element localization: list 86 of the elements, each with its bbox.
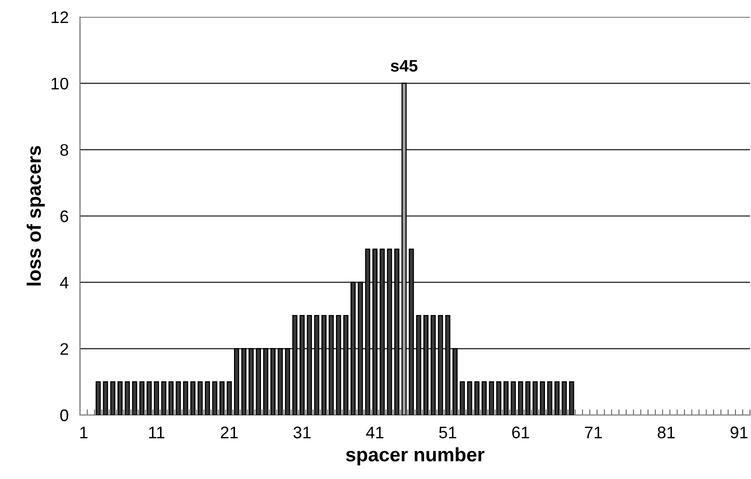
- x-tick-label: 51: [439, 426, 456, 438]
- bar: [241, 348, 246, 415]
- bar: [394, 248, 400, 415]
- bar: [532, 381, 538, 415]
- bar: [168, 381, 174, 415]
- x-tick-label: 41: [366, 426, 384, 438]
- bar: [314, 314, 320, 415]
- bar: [306, 314, 312, 415]
- bar: [503, 381, 509, 415]
- bar: [445, 314, 450, 415]
- y-tick-label: 4: [60, 276, 68, 288]
- bar: [219, 381, 225, 415]
- bar: [154, 381, 160, 415]
- bar: [365, 248, 370, 415]
- x-tick-label: 11: [149, 426, 164, 438]
- bar: [270, 348, 276, 415]
- bar: [416, 314, 422, 415]
- bar: [386, 248, 392, 415]
- bar: [263, 348, 268, 415]
- annotation: s45: [390, 60, 418, 72]
- x-axis-title: spacer number: [346, 447, 484, 466]
- bar: [139, 381, 144, 415]
- bar: [510, 381, 516, 415]
- bar: [430, 314, 436, 415]
- bar: [96, 381, 101, 415]
- bar: [110, 381, 116, 415]
- bar: [408, 248, 414, 415]
- bar: [488, 381, 494, 415]
- bar: [161, 381, 166, 415]
- bar: [460, 381, 465, 415]
- bar: [452, 348, 458, 415]
- bar: [256, 348, 261, 415]
- bar: [328, 314, 334, 415]
- bar: [183, 381, 188, 415]
- y-tick-label: 2: [60, 343, 68, 355]
- bar: [554, 381, 560, 415]
- bar: [482, 381, 487, 415]
- bar: [343, 314, 348, 415]
- bar: [474, 381, 480, 415]
- y-tick-label: 8: [60, 144, 68, 156]
- bar: [540, 381, 546, 415]
- y-tick-label: 12: [52, 11, 68, 24]
- x-tick-label: 91: [730, 426, 748, 438]
- bar: [132, 381, 138, 415]
- y-axis-title: loss of spacers: [26, 146, 45, 286]
- x-tick-label: 1: [80, 426, 88, 438]
- bar: [284, 348, 290, 415]
- x-tick-label: 71: [585, 426, 602, 438]
- x-tick-label: 21: [220, 426, 238, 438]
- x-tick-label: 61: [512, 426, 530, 438]
- x-tick-label: 81: [658, 426, 675, 438]
- bar: [402, 82, 407, 415]
- bar: [467, 381, 472, 415]
- bar: [117, 381, 123, 415]
- bar: [336, 314, 342, 415]
- bar: [102, 381, 108, 415]
- y-tick-label: 10: [52, 78, 68, 90]
- bar: [423, 314, 428, 415]
- bar: [562, 381, 567, 415]
- bar: [569, 381, 574, 415]
- bar: [358, 282, 363, 415]
- bar: [124, 381, 130, 415]
- x-tick-label: 31: [293, 426, 311, 438]
- bar: [226, 381, 232, 415]
- bar: [350, 282, 356, 415]
- bar: [438, 314, 444, 415]
- bar: [518, 381, 524, 415]
- bar: [292, 314, 298, 415]
- bar: [212, 381, 218, 415]
- bar: [300, 314, 305, 415]
- bar: [372, 248, 378, 415]
- bar: [204, 381, 210, 415]
- bar: [547, 381, 552, 415]
- y-tick-label: 6: [60, 210, 68, 222]
- bar: [198, 381, 203, 415]
- y-tick-label: 0: [60, 409, 68, 422]
- bar: [248, 348, 254, 415]
- bar: [176, 381, 181, 415]
- bar: [525, 381, 530, 415]
- bar: [278, 348, 283, 415]
- bar: [234, 348, 240, 415]
- bar: [496, 381, 502, 415]
- bar: [146, 381, 152, 415]
- bar: [190, 381, 196, 415]
- bar: [321, 314, 327, 415]
- bar: [380, 248, 385, 415]
